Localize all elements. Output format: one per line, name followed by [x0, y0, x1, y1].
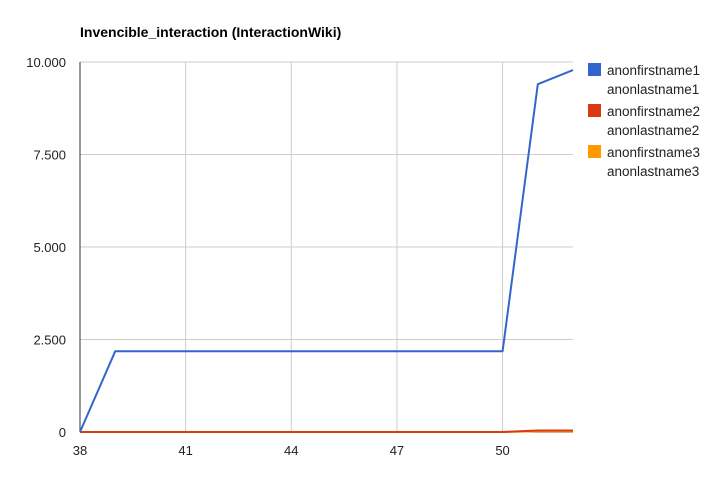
series-line	[80, 429, 573, 433]
legend-item[interactable]: anonfirstname3 anonlastname3	[588, 145, 700, 179]
legend-label: anonfirstname3	[607, 145, 700, 160]
y-tick-label: 5.000	[33, 240, 66, 255]
legend-label: anonlastname1	[607, 82, 699, 97]
y-tick-label: 7.500	[33, 148, 66, 163]
y-tick-label: 10.000	[26, 55, 66, 70]
x-tick-label: 41	[178, 443, 192, 458]
chart-title: Invencible_interaction (InteractionWiki)	[80, 24, 341, 40]
legend-label: anonfirstname1	[607, 63, 700, 78]
legend-label: anonfirstname2	[607, 104, 700, 119]
series-lines	[79, 69, 574, 433]
legend: anonfirstname1anonlastname1anonfirstname…	[588, 63, 700, 179]
y-tick-label: 0	[59, 425, 66, 440]
x-tick-label: 38	[73, 443, 87, 458]
legend-swatch	[588, 104, 601, 117]
legend-swatch	[588, 63, 601, 76]
legend-label: anonlastname3	[607, 164, 699, 179]
series-line	[79, 69, 574, 433]
legend-item[interactable]: anonfirstname1 anonlastname1	[588, 63, 700, 97]
x-tick-label: 47	[390, 443, 404, 458]
y-tick-label: 2.500	[33, 333, 66, 348]
legend-label: anonlastname2	[607, 123, 699, 138]
x-tick-label: 50	[495, 443, 509, 458]
legend-item[interactable]: anonfirstname2 anonlastname2	[588, 104, 700, 138]
x-axis-ticks: 38 41 44 47 50	[73, 443, 510, 458]
x-tick-label: 44	[284, 443, 298, 458]
legend-swatch	[588, 145, 601, 158]
y-axis-ticks: 0 2.500 5.000 7.500 10.000	[26, 55, 66, 440]
grid	[79, 61, 573, 433]
